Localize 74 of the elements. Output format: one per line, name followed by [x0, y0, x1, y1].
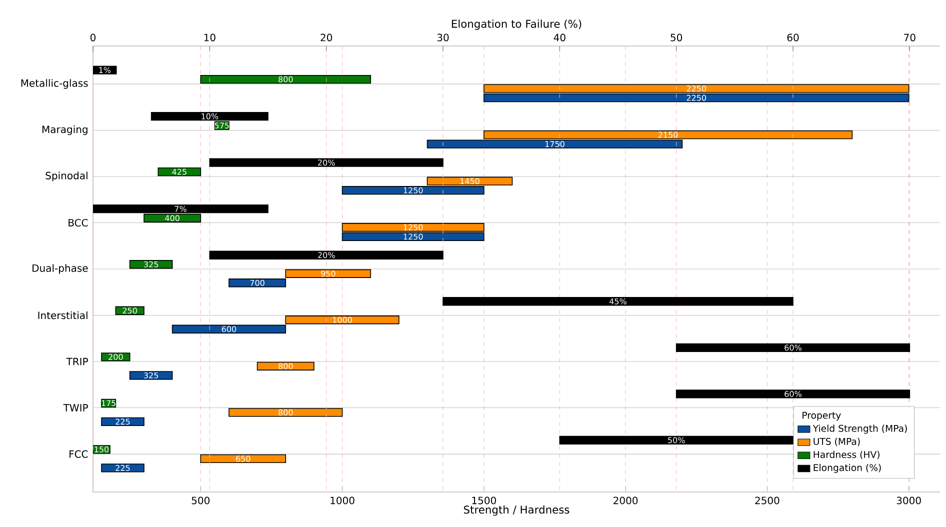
annotation: 1000: [332, 316, 352, 323]
annotation: 800: [278, 363, 293, 370]
x2-tick-label: 40: [554, 34, 566, 42]
annotation: 225: [116, 418, 130, 425]
annotation: 575: [214, 122, 229, 129]
annotation: 200: [108, 354, 123, 360]
y-tick-label: FCC: [70, 450, 88, 458]
y-tick-label: Spinodal: [46, 172, 88, 182]
x-axis-title: Strength / Hardness: [464, 505, 570, 516]
annotation: 7%: [174, 206, 186, 212]
bar: [200, 454, 286, 464]
y-tick-label: Interstitial: [38, 311, 88, 320]
x2-tick-label: 60: [787, 34, 799, 42]
annotation: 1450: [460, 178, 480, 184]
legend-label: UTS (MPa): [814, 438, 860, 446]
legend-title: Property: [802, 412, 841, 421]
bar: [101, 464, 144, 472]
bar: [129, 260, 173, 269]
legend-label: Elongation (%): [814, 464, 881, 473]
annotation: 400: [165, 215, 180, 222]
legend-label: Yield Strength (MPa): [812, 424, 907, 434]
annotation: 1250: [404, 224, 423, 230]
y-tick-label: Dual-phase: [32, 264, 88, 274]
annotation: 20%: [318, 160, 335, 166]
bar: [200, 74, 372, 84]
annotation: 1250: [404, 187, 423, 194]
bar: [101, 417, 144, 426]
x-tick-label: 2000: [614, 496, 638, 504]
annotation: 175: [102, 400, 116, 406]
annotation: 10%: [202, 113, 218, 120]
annotation: 1250: [404, 234, 423, 240]
x2-tick-label: 50: [670, 34, 682, 42]
x2-tick-label: 30: [437, 34, 449, 42]
annotation: 2150: [658, 132, 678, 138]
x2-tick-label: 0: [90, 34, 96, 42]
annotation: 60%: [784, 390, 802, 397]
x-tick-label: 1500: [472, 496, 496, 504]
x-tick-label: 1000: [330, 496, 354, 504]
x-tick-label: 500: [192, 496, 210, 504]
annotation: 800: [278, 409, 293, 416]
annotation: 425: [172, 168, 186, 175]
bar: [228, 408, 343, 417]
annotation: 50%: [668, 437, 685, 444]
annotation: 700: [250, 280, 264, 286]
y-tick-label: TWIP: [63, 404, 88, 412]
legend-label: Hardness (HV): [814, 450, 880, 460]
annotation: 45%: [610, 298, 626, 304]
x2-tick-label: 20: [320, 34, 332, 42]
annotation: 60%: [784, 344, 802, 351]
annotation: 2250: [686, 86, 706, 92]
annotation: 20%: [318, 252, 335, 258]
annotation: 225: [116, 464, 130, 471]
annotation: 2250: [686, 94, 706, 101]
annotation: 600: [222, 326, 236, 332]
annotation: 650: [236, 456, 250, 462]
y-tick-label: Maraging: [42, 125, 88, 136]
bar: [256, 362, 314, 370]
y-tick-label: BCC: [68, 218, 88, 227]
bar: [129, 371, 173, 380]
y-tick-label: Metallic-glass: [21, 79, 88, 89]
annotation: 150: [94, 446, 109, 452]
annotation: 800: [278, 76, 293, 82]
x2-tick-label: 70: [904, 34, 916, 42]
x2-axis-title: Elongation to Failure (%): [452, 20, 582, 30]
x2-tick-label: 10: [204, 34, 216, 42]
annotation: 250: [122, 308, 137, 314]
annotation: 1%: [99, 67, 111, 74]
bar: [158, 168, 202, 176]
y-tick-label: TRIP: [66, 358, 88, 366]
annotation: 325: [144, 372, 158, 378]
x-tick-label: 2500: [755, 496, 780, 504]
annotation: 950: [320, 270, 336, 277]
x-tick-label: 3000: [896, 496, 921, 504]
annotation: 325: [144, 261, 158, 268]
